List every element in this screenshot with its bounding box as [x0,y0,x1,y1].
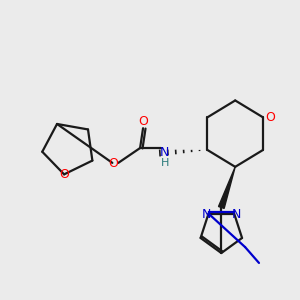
Text: H: H [161,158,169,168]
Polygon shape [218,167,235,208]
Text: N: N [160,146,170,160]
Text: O: O [59,168,69,181]
Text: N: N [231,208,241,221]
Text: O: O [265,111,275,124]
Text: O: O [108,158,118,170]
Text: O: O [138,115,148,128]
Text: N: N [202,208,211,221]
